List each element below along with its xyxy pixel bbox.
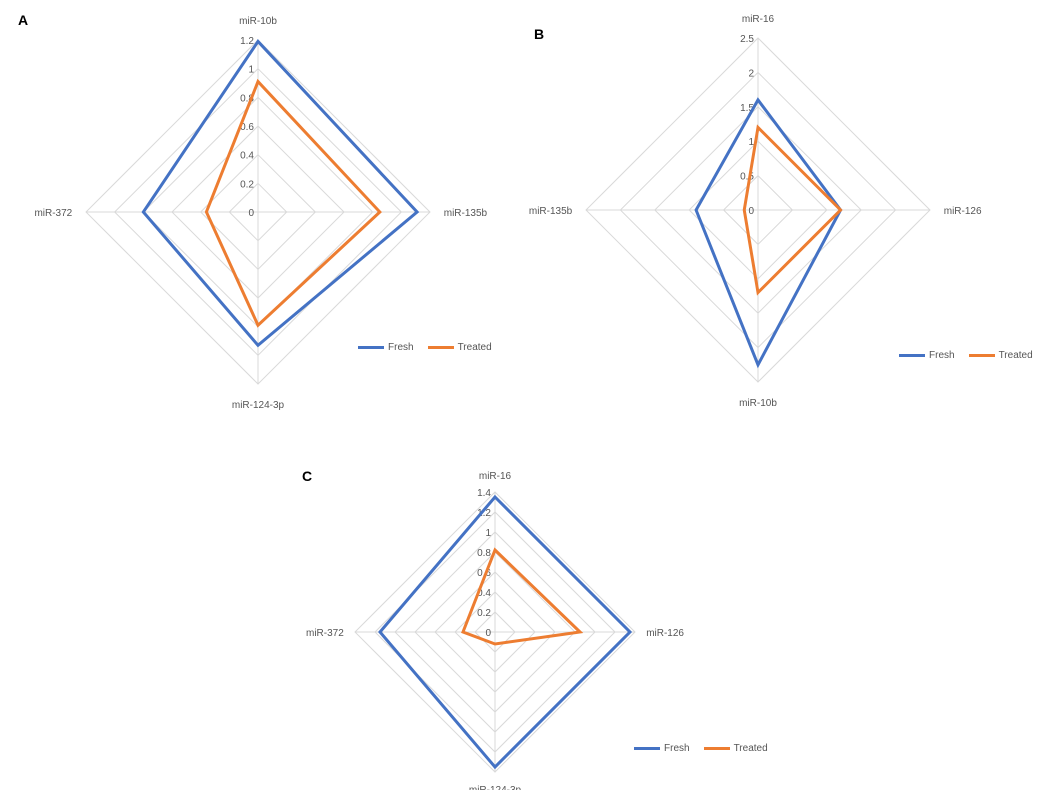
- axis-label: miR-10b: [739, 398, 777, 409]
- legend-label-fresh: Fresh: [929, 350, 955, 361]
- radar-chart-b: 0 0.5 1 1.5 2 2.5 miR-16 miR-126 miR-10b miR-135b: [529, 14, 982, 409]
- legend-item-treated: Treated: [703, 743, 768, 754]
- axis-label: miR-135b: [529, 206, 573, 217]
- tick-label: 1.2: [477, 508, 491, 519]
- legend-swatch-fresh: [358, 346, 384, 349]
- legend-item-treated: Treated: [968, 350, 1033, 361]
- legend-label-fresh: Fresh: [388, 342, 414, 353]
- legend-label-treated: Treated: [733, 743, 768, 754]
- tick-label: 2.5: [740, 34, 754, 45]
- axis-label: miR-372: [306, 628, 344, 639]
- axis-label: miR-124-3p: [469, 785, 522, 790]
- tick-label: 1.4: [477, 488, 491, 499]
- legend-c: Fresh Treated: [634, 743, 768, 754]
- legend-a: Fresh Treated: [358, 342, 492, 353]
- tick-label: 1.2: [240, 36, 254, 47]
- legend-item-fresh: Fresh: [634, 743, 690, 754]
- tick-label: 0: [748, 206, 754, 217]
- tick-label: 0.4: [240, 151, 254, 162]
- legend-swatch-fresh: [634, 747, 660, 750]
- tick-label: 1: [485, 528, 491, 539]
- axis-label: miR-16: [742, 14, 775, 25]
- axis-label: miR-135b: [444, 208, 488, 219]
- legend-label-treated: Treated: [998, 350, 1033, 361]
- radar-chart-c: 00.20.40.60.811.21.4miR-16miR-126miR-124…: [306, 471, 684, 790]
- tick-label: 0.4: [477, 588, 491, 599]
- tick-label: 0: [485, 628, 491, 639]
- tick-label: 0.8: [240, 93, 254, 104]
- legend-swatch-treated: [427, 346, 454, 349]
- legend-label-fresh: Fresh: [664, 743, 690, 754]
- axis-label: miR-124-3p: [232, 400, 285, 411]
- axis-label: miR-10b: [239, 16, 277, 27]
- axis-label: miR-126: [944, 206, 982, 217]
- panel-letter-a: A: [18, 12, 29, 28]
- panel-letter-b: B: [534, 26, 545, 42]
- panel-letter-c: C: [302, 468, 313, 484]
- legend-item-fresh: Fresh: [899, 350, 955, 361]
- tick-label: 0.5: [740, 172, 754, 183]
- legend-b: Fresh Treated: [899, 350, 1033, 361]
- tick-label: 1: [248, 65, 254, 76]
- radar-chart-a: 0 0.2 0.4 0.6 0.8 1 1.2 miR-10b miR-135b miR-124-…: [34, 16, 488, 411]
- axis-label: miR-126: [646, 628, 684, 639]
- legend-label-treated: Treated: [457, 342, 492, 353]
- legend-swatch-treated: [968, 354, 995, 357]
- tick-label: 0: [248, 208, 254, 219]
- tick-label: 0.8: [477, 548, 491, 559]
- series-line-fresh: [141, 39, 420, 348]
- tick-label: 2: [748, 68, 754, 79]
- tick-label: 0.2: [477, 608, 491, 619]
- legend-item-fresh: Fresh: [358, 342, 414, 353]
- legend-item-treated: Treated: [427, 342, 492, 353]
- tick-label: 0.2: [240, 179, 254, 190]
- legend-swatch-treated: [703, 747, 730, 750]
- axis-label: miR-16: [479, 471, 512, 482]
- tick-label: 0.6: [240, 122, 254, 133]
- legend-swatch-fresh: [899, 354, 925, 357]
- tick-label: 1.5: [740, 103, 754, 114]
- tick-label: 1: [748, 137, 754, 148]
- axis-label: miR-372: [34, 208, 72, 219]
